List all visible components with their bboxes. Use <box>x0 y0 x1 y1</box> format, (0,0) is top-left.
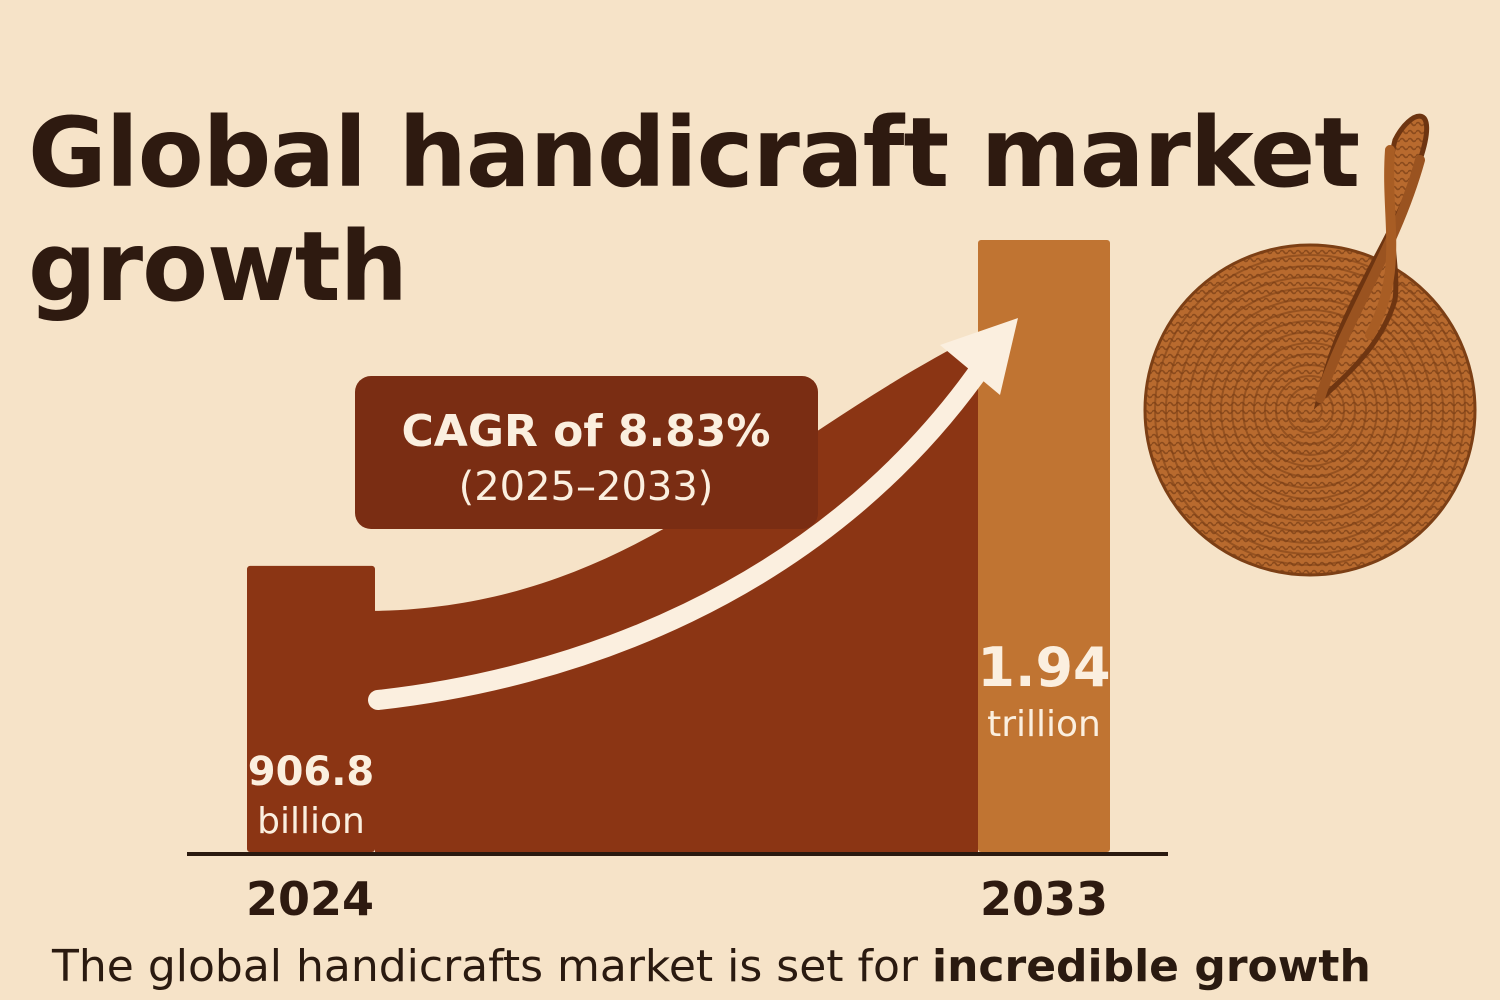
cagr-label: CAGR of 8.83% <box>402 406 771 457</box>
x-tick-label-2024: 2024 <box>246 872 374 926</box>
growth-arrow <box>368 352 995 710</box>
caption: The global handicrafts market is set for… <box>52 936 1492 998</box>
caption-emphasis: incredible growth <box>932 941 1371 992</box>
data-label-2033-value: 1.94 <box>977 636 1110 699</box>
growth-area <box>375 335 978 852</box>
cagr-period: (2025–2033) <box>459 464 714 510</box>
data-label-2024-value: 906.8 <box>248 749 375 795</box>
data-label-2024-unit: billion <box>257 801 365 842</box>
caption-text: The global handicrafts market is set for <box>52 941 932 992</box>
bar-2033 <box>978 240 1110 852</box>
data-label-2033-unit: trillion <box>987 704 1101 745</box>
arrow-head <box>940 318 1018 395</box>
woven-basket-icon <box>1143 113 1477 577</box>
chart-title: Global handicraft market growth <box>28 97 1360 323</box>
cagr-callout <box>355 376 818 529</box>
bar-2024 <box>247 565 375 852</box>
x-tick-label-2033: 2033 <box>980 872 1108 926</box>
